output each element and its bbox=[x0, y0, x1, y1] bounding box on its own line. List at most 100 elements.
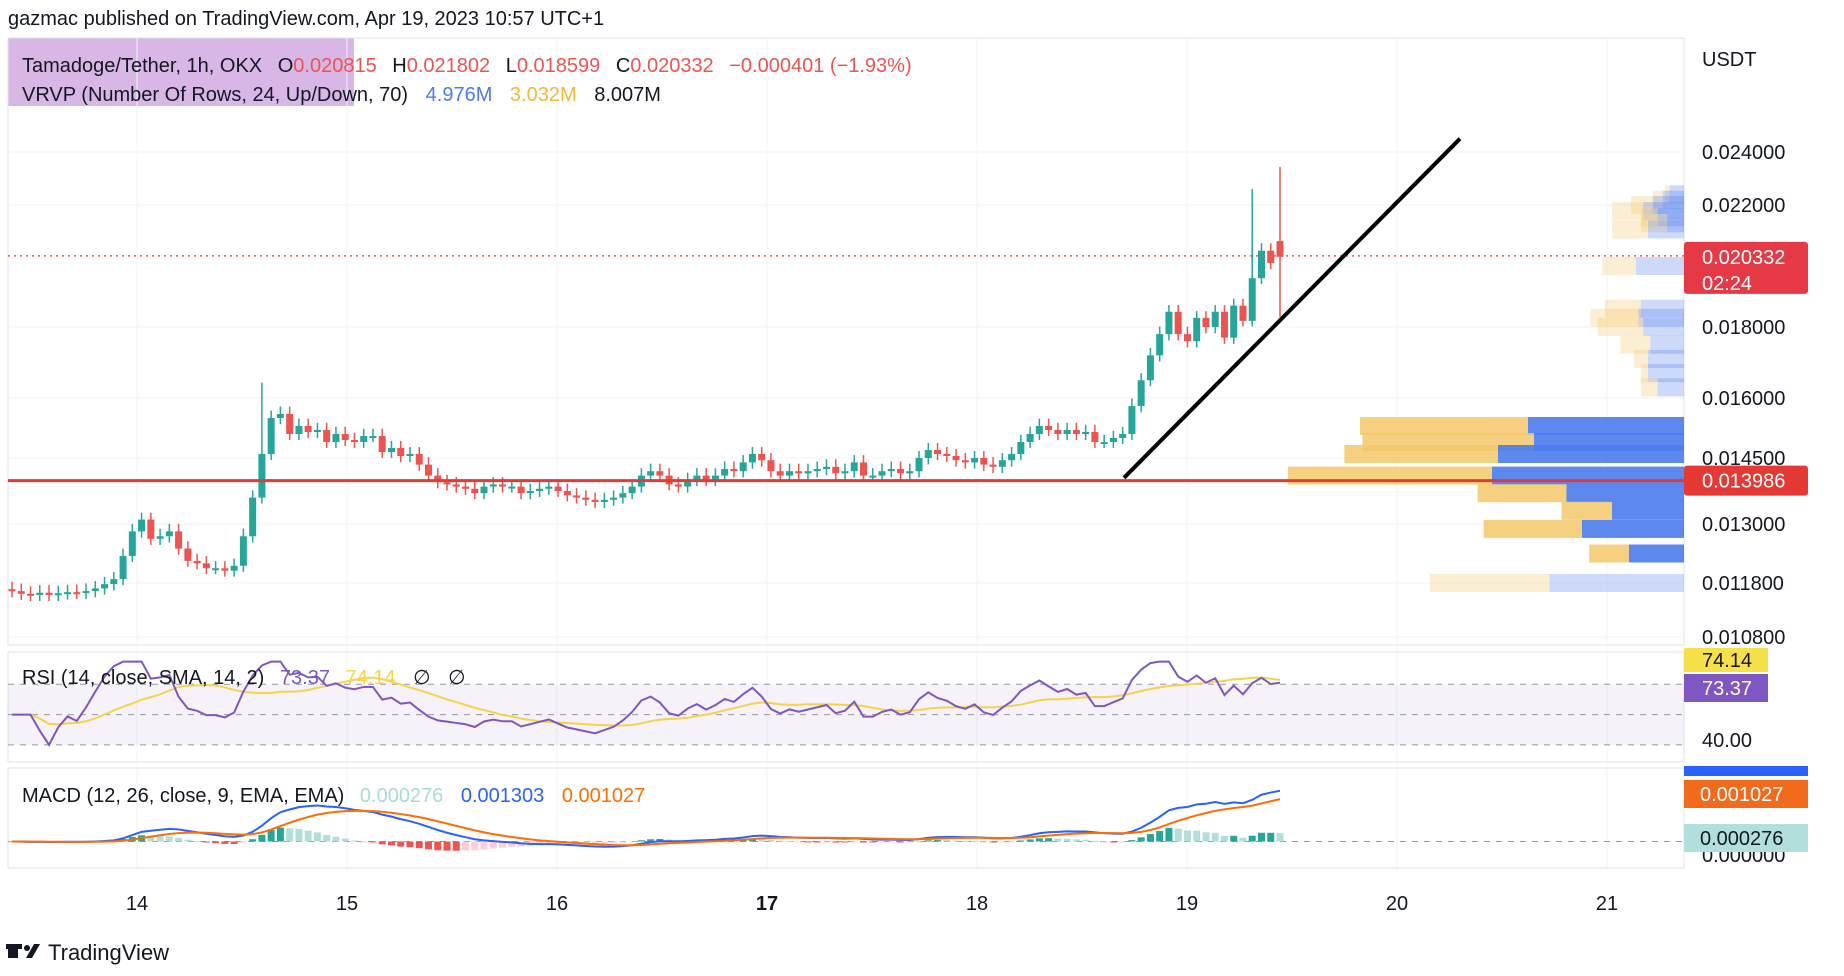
macd-hist-value: 0.000276 bbox=[360, 785, 443, 807]
macd-pane[interactable] bbox=[7, 767, 1685, 869]
macd-hist-25 bbox=[239, 841, 247, 843]
rsi-pane[interactable] bbox=[7, 651, 1685, 763]
candle-body-27 bbox=[258, 454, 266, 498]
logo-mark-top bbox=[6, 944, 22, 949]
candle-body-107 bbox=[998, 460, 1006, 467]
candle-body-22 bbox=[212, 568, 220, 571]
candle-body-23 bbox=[221, 568, 229, 571]
macd-hist-117 bbox=[1091, 840, 1099, 842]
macd-hist-133 bbox=[1239, 837, 1247, 842]
rsi-tick-40: 40.00 bbox=[1702, 730, 1752, 752]
candle-body-134 bbox=[1248, 278, 1256, 321]
trend-line[interactable] bbox=[1122, 137, 1462, 480]
macd-hist-59 bbox=[554, 841, 562, 845]
open-label: O bbox=[278, 55, 294, 77]
price-tick-3: 0.016000 bbox=[1702, 388, 1785, 410]
candle-body-130 bbox=[1211, 311, 1219, 327]
vp-down-4 bbox=[1640, 208, 1658, 227]
candle-body-123 bbox=[1146, 355, 1154, 381]
macd-hist-97 bbox=[906, 841, 914, 843]
rsi-legend: RSI (14, close, SMA, 14, 2) 73.37 74.14 … bbox=[22, 667, 466, 689]
candle-body-3 bbox=[36, 592, 44, 595]
signal-line bbox=[11, 798, 1281, 847]
symbol-label: Tamadoge/Tether, 1h, OKX bbox=[22, 55, 262, 77]
macd-hist-18 bbox=[175, 837, 183, 842]
vp-up-8 bbox=[1640, 299, 1684, 318]
candle-body-54 bbox=[508, 486, 516, 489]
macd-hist-19 bbox=[184, 839, 192, 842]
macd-hist-126 bbox=[1174, 828, 1182, 842]
candle-body-58 bbox=[545, 486, 553, 489]
macd-hist-52 bbox=[489, 841, 497, 849]
time-label-19: 19 bbox=[1176, 893, 1198, 915]
time-label-18: 18 bbox=[966, 893, 988, 915]
macd-hist-134 bbox=[1248, 835, 1256, 842]
high-label: H bbox=[392, 55, 406, 77]
candle-body-135 bbox=[1257, 250, 1265, 279]
macd-hist-67 bbox=[628, 841, 636, 843]
candle-body-116 bbox=[1082, 432, 1090, 434]
price-axis[interactable]: 0.024000 0.022000 0.018000 0.016000 0.014500… bbox=[1702, 142, 1785, 649]
candle-body-53 bbox=[499, 484, 507, 487]
time-label-20: 20 bbox=[1386, 893, 1408, 915]
time-axis[interactable]: 14 15 16 17 18 19 20 21 bbox=[126, 893, 1618, 915]
candle-body-125 bbox=[1165, 311, 1173, 335]
legend-row-ohlc: Tamadoge/Tether, 1h, OKX O0.020815 H0.02… bbox=[22, 55, 912, 77]
vp-down-17 bbox=[1344, 445, 1498, 463]
candle-body-105 bbox=[980, 458, 988, 465]
vp-down-5 bbox=[1640, 214, 1668, 233]
macd-hist-38 bbox=[360, 841, 368, 843]
rsi-sma-tag-value: 74.14 bbox=[1702, 650, 1752, 672]
candle-body-38 bbox=[360, 436, 368, 442]
candle-body-55 bbox=[517, 486, 525, 494]
vp-down-10 bbox=[1597, 318, 1644, 336]
currency-label: USDT bbox=[1702, 49, 1756, 71]
rsi-sma-value: 74.14 bbox=[346, 667, 396, 689]
macd-hist-103 bbox=[961, 840, 969, 842]
vp-up-22 bbox=[1628, 544, 1684, 563]
vp-up-9 bbox=[1638, 308, 1684, 327]
candle-body-83 bbox=[776, 471, 784, 476]
candle-body-99 bbox=[924, 450, 932, 458]
macd-hist-112 bbox=[1045, 838, 1053, 842]
vp-down-11 bbox=[1620, 335, 1651, 354]
candle-body-119 bbox=[1109, 438, 1117, 442]
vp-up-7 bbox=[1636, 257, 1684, 275]
candle-body-98 bbox=[915, 458, 923, 472]
vrvp-total-value: 8.007M bbox=[594, 84, 661, 106]
vrvp-label: VRVP (Number Of Rows, 24, Up/Down, 70) bbox=[22, 84, 408, 106]
vp-down-13 bbox=[1640, 364, 1648, 383]
vp-down-21 bbox=[1483, 519, 1582, 538]
candle-body-19 bbox=[184, 548, 192, 561]
candle-body-72 bbox=[674, 484, 682, 487]
close-label: C bbox=[616, 55, 630, 77]
macd-hist-28 bbox=[267, 830, 275, 842]
candle-body-121 bbox=[1128, 406, 1136, 434]
candle-body-78 bbox=[730, 469, 738, 472]
candle-body-43 bbox=[406, 454, 414, 456]
candle-body-126 bbox=[1174, 311, 1182, 335]
candle-body-108 bbox=[1008, 454, 1016, 461]
candle-body-49 bbox=[462, 486, 470, 489]
macd-hist-50 bbox=[471, 841, 479, 851]
candle-body-80 bbox=[748, 454, 756, 463]
candle-body-87 bbox=[813, 469, 821, 472]
candle-body-36 bbox=[341, 434, 349, 440]
macd-hist-87 bbox=[813, 841, 821, 843]
candle-body-51 bbox=[480, 486, 488, 494]
candle-body-77 bbox=[721, 469, 729, 476]
candle-body-132 bbox=[1230, 305, 1238, 338]
vp-down-6 bbox=[1612, 220, 1648, 239]
candle-body-129 bbox=[1202, 317, 1210, 327]
candle-body-90 bbox=[841, 471, 849, 474]
macd-hist-109 bbox=[1017, 840, 1025, 842]
published-caption: gazmac published on TradingView.com, Apr… bbox=[8, 8, 604, 30]
candle-body-64 bbox=[600, 499, 608, 502]
macd-plot bbox=[8, 789, 1684, 851]
main-pane[interactable] bbox=[7, 37, 1685, 646]
macd-hist-45 bbox=[424, 841, 432, 850]
candle-body-31 bbox=[295, 426, 303, 434]
candle-body-47 bbox=[443, 482, 451, 485]
candle-body-136 bbox=[1267, 250, 1275, 263]
